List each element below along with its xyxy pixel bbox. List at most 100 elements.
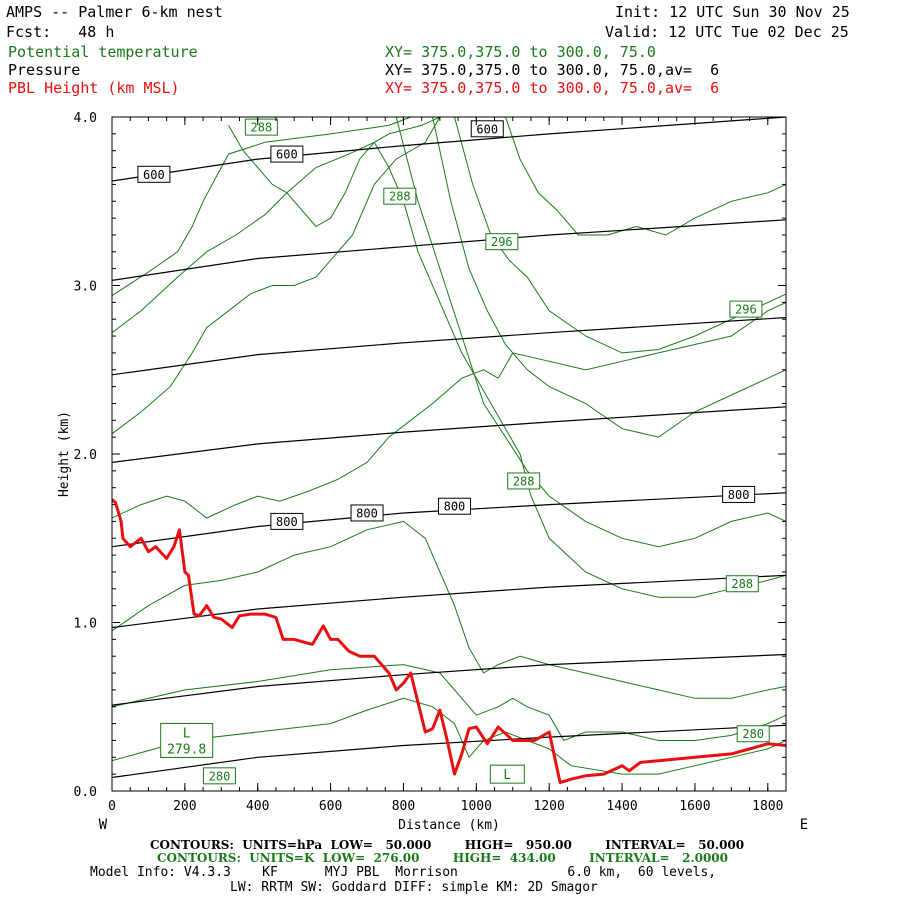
- y-tick-label-1: 1.0: [74, 617, 97, 632]
- pressure-label-0-text: 600: [143, 168, 165, 182]
- pressure-label-3-text: 800: [276, 515, 298, 529]
- theta-label-5-box: [725, 575, 759, 593]
- legend-theta-xy: XY= 375.0,375.0 to 300.0, 75.0: [385, 43, 656, 61]
- pressure-contours: [112, 117, 786, 779]
- pressure-label-6-text: 800: [728, 488, 750, 502]
- pressure-label-4-box: [350, 504, 384, 522]
- valid-time: Valid: 12 UTC Tue 02 Dec 25: [605, 23, 849, 41]
- theta-label-0-box: [244, 118, 278, 136]
- theta-contour-284-3: [112, 301, 786, 519]
- chart-title: AMPS -- Palmer 6-km nest: [6, 3, 223, 21]
- x-tick-label-8: 1600: [679, 799, 710, 814]
- pressure-label-5-box: [437, 497, 471, 515]
- theta-label-7-box: [202, 767, 236, 785]
- pressure-label-6-box: [722, 485, 756, 503]
- theta-label-5-text: 288: [731, 577, 753, 591]
- pressure-label-4-text: 800: [356, 506, 378, 520]
- theta-label-1-box: [383, 187, 417, 205]
- theta-label-2-text: 296: [491, 235, 513, 249]
- pressure-label-2: 600: [470, 120, 504, 138]
- pressure-label-0-box: [137, 165, 171, 183]
- theta-label-7-text: 280: [209, 769, 231, 783]
- theta-label-3: 296: [729, 300, 763, 318]
- theta-contour-282-11: [112, 697, 786, 775]
- footer-k-contours: CONTOURS: UNITS=K LOW= 276.00 HIGH= 434.…: [157, 851, 728, 865]
- plot-frame: [111, 116, 787, 792]
- pressure-label-1-box: [270, 145, 304, 163]
- theta-contour-284-10: [112, 664, 786, 742]
- pressure-label-5-text: 800: [444, 500, 466, 514]
- x-tick-label-0: 0: [108, 799, 116, 814]
- theta-label-2-box: [485, 233, 519, 251]
- theta-label-3-text: 296: [735, 303, 757, 317]
- init-time: Init: 12 UTC Sun 30 Nov 25: [615, 3, 850, 21]
- pressure-contour-600: [112, 117, 786, 182]
- y-tick-label-3: 3.0: [74, 280, 97, 295]
- footer-hpa-contours: CONTOURS: UNITS=hPa LOW= 50.000 HIGH= 95…: [150, 838, 745, 852]
- pressure-contour-700: [112, 316, 786, 376]
- theta-label-6: 280: [736, 725, 770, 743]
- theta-label-3-box: [729, 300, 763, 318]
- theta-label-2: 296: [485, 233, 519, 251]
- pressure-label-3: 800: [270, 512, 304, 530]
- theta-contour-304-9: [505, 117, 786, 236]
- pressure-label-3-box: [270, 512, 304, 530]
- theta-contours: [112, 117, 786, 775]
- x-tick-label-9: 1800: [752, 799, 783, 814]
- pressure-label-1: 600: [270, 145, 304, 163]
- pressure-label-1-text: 600: [276, 148, 298, 162]
- axes: 0.0 1.0 2.0 3.0 4.0 0 200 400 600 800 1000 1200 1400…: [57, 111, 808, 833]
- footer-model-info: Model Info: V4.3.3 KF MYJ PBL Morrison 6…: [90, 865, 717, 880]
- x-tick-label-7: 1400: [606, 799, 637, 814]
- pressure-label-6: 800: [722, 485, 756, 503]
- theta-contour-278-0: [112, 117, 422, 297]
- pressure-label-4: 800: [350, 504, 384, 522]
- x-tick-label-5: 1000: [461, 799, 492, 814]
- west-label: W: [99, 817, 108, 833]
- theta-contour-286-4: [112, 520, 786, 699]
- theta-label-6-text: 280: [742, 727, 764, 741]
- theta-label-4-text: 288: [513, 474, 535, 488]
- theta-low-value-0: 279.8: [167, 742, 206, 757]
- y-tick-label-2: 2.0: [74, 448, 97, 463]
- theta-label-0-text: 288: [251, 121, 273, 135]
- theta-low-box-1: [489, 764, 525, 784]
- theta-low-kind-0: L: [183, 726, 191, 741]
- theta-contour-288-5: [228, 125, 786, 598]
- y-tick-label-0: 0.0: [74, 785, 97, 800]
- pbl-height-line: [112, 498, 786, 785]
- pressure-label-2-box: [470, 120, 504, 138]
- pressure-label-5: 800: [437, 497, 471, 515]
- pressure-contour-850: [112, 574, 786, 629]
- pressure-label-0: 600: [137, 165, 171, 183]
- theta-label-0: 288: [244, 118, 278, 136]
- pressure-contour-750: [112, 406, 786, 463]
- x-tick-label-3: 600: [319, 799, 342, 814]
- pressure-contour-950: [112, 724, 786, 779]
- legend-pressure-name: Pressure: [8, 61, 81, 79]
- theta-contour-282-2: [112, 117, 441, 435]
- theta-contour-296-7: [432, 117, 786, 438]
- theta-low-marker-1: L: [489, 764, 525, 784]
- pressure-contour-800: [112, 492, 786, 548]
- theta-label-5: 288: [725, 575, 759, 593]
- pressure-contour-900: [112, 653, 786, 706]
- theta-label-1-text: 288: [389, 190, 411, 204]
- theta-contour-292-6: [395, 117, 786, 548]
- pbl-height-series: [112, 498, 786, 785]
- y-axis-label: Height (km): [57, 411, 72, 497]
- y-tick-label-4: 4.0: [74, 111, 97, 126]
- theta-label-6-box: [736, 725, 770, 743]
- x-axis-label: Distance (km): [398, 818, 500, 833]
- theta-label-1: 288: [383, 187, 417, 205]
- theta-low-kind-1: L: [503, 768, 511, 783]
- pressure-contour-650: [112, 219, 786, 281]
- east-label: E: [800, 817, 808, 833]
- theta-label-7: 280: [202, 767, 236, 785]
- legend-pbl-xy: XY= 375.0,375.0 to 300.0, 75.0,av= 6: [385, 79, 720, 97]
- pressure-label-2-text: 600: [476, 122, 498, 136]
- x-tick-label-2: 400: [246, 799, 269, 814]
- legend-pressure-xy: XY= 375.0,375.0 to 300.0, 75.0,av= 6: [385, 61, 720, 79]
- x-tick-label-4: 800: [392, 799, 415, 814]
